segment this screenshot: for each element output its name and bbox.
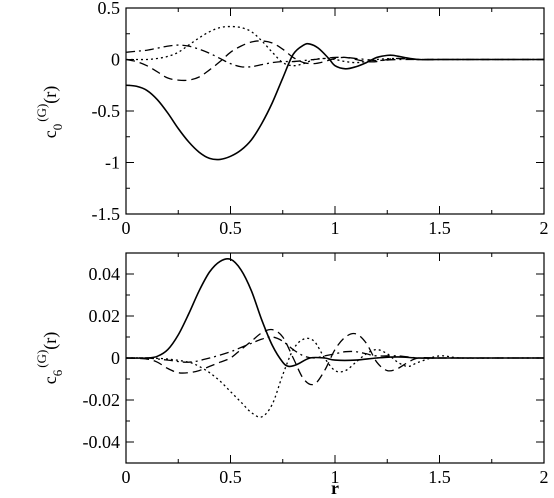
top-xtick-label: 1.5 xyxy=(428,218,451,238)
bottom-xtick-label: 1 xyxy=(331,467,340,487)
bottom-ytick-label: -0.02 xyxy=(83,390,121,410)
bottom-ytick-label: 0.04 xyxy=(89,264,121,284)
top-ytick-label: 0.5 xyxy=(98,0,121,18)
bottom-panel: 0 0.5 1 1.5 2 -0.04 -0.02 0 0.02 0.04 c6(G)(r) r xyxy=(34,252,549,498)
top-xtick-label: 1 xyxy=(331,218,340,238)
top-ytick-label: -0.5 xyxy=(92,101,121,121)
bottom-xtick-label: 2 xyxy=(540,467,549,487)
top-panel: 0 0.5 1 1.5 2-1.5-1-0.500.5 c0(G)(r) xyxy=(34,0,549,238)
bottom-xtick-label: 0 xyxy=(122,467,131,487)
bottom-series-dotted xyxy=(125,337,544,418)
top-xtick-label: 2 xyxy=(540,218,549,238)
top-ylabel: c0(G)(r) xyxy=(34,86,65,139)
top-series-dotted xyxy=(125,25,544,67)
bottom-tick-labels: 0 0.5 1 1.5 2 -0.04 -0.02 0 0.02 0.04 xyxy=(83,264,549,487)
top-ylabel-text: c0(G)(r) xyxy=(34,86,65,139)
bottom-ytick-label: -0.04 xyxy=(83,432,121,452)
top-ylabel-sub: 0 xyxy=(50,124,65,131)
top-ylabel-arg: (r) xyxy=(40,86,61,104)
top-tick-labels: 0 0.5 1 1.5 2 -1.5 -1 -0.5 0 0.5 xyxy=(92,0,549,238)
bottom-series-dashdot xyxy=(125,336,544,363)
top-ytick-label: -1 xyxy=(105,153,120,173)
top-plot-frame xyxy=(125,7,545,215)
top-xtick-label: 0 xyxy=(122,218,131,238)
bottom-xlabel: r xyxy=(331,478,339,498)
top-xtick-label: 0.5 xyxy=(219,218,242,238)
top-series-dashdot xyxy=(125,44,544,68)
bottom-series xyxy=(125,257,544,418)
top-ytick-label: 0 xyxy=(111,50,120,70)
bottom-ylabel-text: c6(G)(r) xyxy=(34,332,65,385)
bottom-xtick-label: 0.5 xyxy=(219,467,242,487)
bottom-ytick-label: 0 xyxy=(111,348,120,368)
bottom-ylabel-sub: 6 xyxy=(50,369,65,376)
bottom-ylabel-base: c xyxy=(40,376,60,384)
top-series xyxy=(125,25,544,161)
bottom-series-dashed xyxy=(125,328,544,386)
bottom-ylabel-sup: (G) xyxy=(34,350,49,368)
bottom-ticks xyxy=(125,253,545,463)
top-series-dashed xyxy=(125,40,544,82)
bottom-ytick-label: 0.02 xyxy=(89,306,121,326)
bottom-xtick-label: 1.5 xyxy=(428,467,451,487)
top-series-solid xyxy=(125,42,544,161)
top-ylabel-base: c xyxy=(40,130,60,138)
top-ylabel-sup: (G) xyxy=(34,104,49,122)
bottom-ylabel-arg: (r) xyxy=(40,332,61,350)
top-ytick-label: -1.5 xyxy=(92,204,121,224)
top-ticks xyxy=(125,7,545,215)
bottom-ylabel: c6(G)(r) xyxy=(34,332,65,385)
